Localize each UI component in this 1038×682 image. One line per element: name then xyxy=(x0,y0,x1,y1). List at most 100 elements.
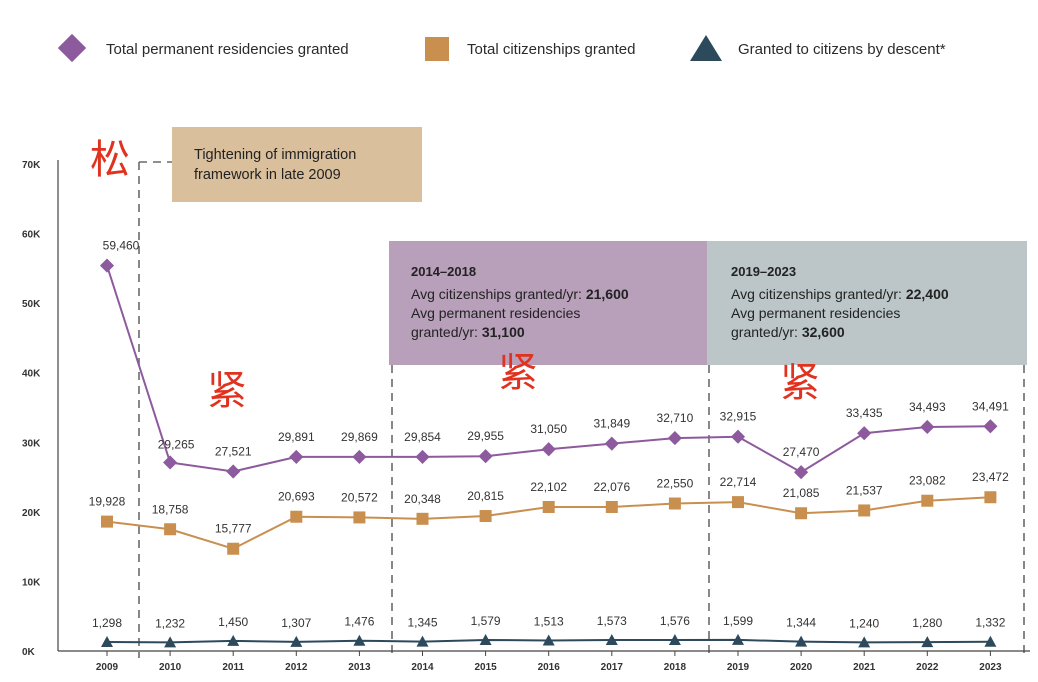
data-point-triangle xyxy=(101,635,113,647)
x-tick-label: 2019 xyxy=(727,662,750,673)
legend-item-permanent-residencies: Total permanent residencies granted xyxy=(57,33,349,63)
data-label: 1,232 xyxy=(155,616,185,630)
x-tick-label: 2010 xyxy=(159,662,182,673)
period-box-2014-2018-residencies-line2: granted/yr: 31,100 xyxy=(411,324,525,340)
y-tick-label: 70K xyxy=(22,160,41,171)
y-tick-label: 0K xyxy=(22,647,36,658)
x-tick-label: 2016 xyxy=(538,662,561,673)
period-box-2014-2018-heading: 2014–2018 xyxy=(411,264,476,279)
data-label: 1,345 xyxy=(407,616,437,630)
period-box-2019-2023-residencies-line1: Avg permanent residencies xyxy=(731,305,900,321)
y-axis-ticks: 0K 10K 20K 30K 40K 50K 60K 70K xyxy=(22,160,41,658)
data-label: 21,537 xyxy=(846,483,883,497)
x-tick-label: 2022 xyxy=(916,662,939,673)
data-point-square xyxy=(858,504,871,517)
data-point-diamond xyxy=(541,442,556,457)
data-label: 59,460 xyxy=(103,239,140,253)
data-point-triangle xyxy=(732,633,744,645)
overlay-marks: 松 紧 紧 紧 xyxy=(90,138,820,413)
y-tick-label: 60K xyxy=(22,230,41,241)
y-tick-label: 30K xyxy=(22,438,41,449)
data-label: 29,869 xyxy=(341,430,378,444)
data-label: 1,573 xyxy=(597,614,627,628)
x-tick-label: 2014 xyxy=(411,662,434,673)
data-point-square xyxy=(290,510,303,523)
data-point-square xyxy=(416,512,429,525)
data-label: 1,579 xyxy=(471,614,501,628)
period-box-2014-2018-background xyxy=(389,241,707,365)
overlay-mark-song: 松 xyxy=(90,138,130,182)
data-label: 19,928 xyxy=(89,495,126,509)
data-point-square xyxy=(984,491,997,504)
data-label: 1,476 xyxy=(344,615,374,629)
data-point-square xyxy=(353,511,366,524)
data-point-diamond xyxy=(226,464,241,479)
data-point-diamond xyxy=(667,431,682,446)
y-tick-label: 40K xyxy=(22,369,41,380)
data-point-square xyxy=(542,500,555,513)
data-point-triangle xyxy=(479,634,492,646)
legend-label-citizenships: Total citizenships granted xyxy=(467,41,635,58)
data-point-diamond xyxy=(415,449,430,464)
x-tick-label: 2021 xyxy=(853,662,876,673)
data-label: 1,450 xyxy=(218,615,248,629)
data-label: 22,714 xyxy=(720,475,757,489)
data-label: 20,572 xyxy=(341,490,378,504)
data-point-triangle xyxy=(416,635,429,647)
data-point-triangle xyxy=(353,634,366,646)
legend: Total permanent residencies granted Tota… xyxy=(57,33,946,63)
data-point-square xyxy=(164,523,177,536)
data-label: 21,085 xyxy=(783,486,820,500)
data-point-triangle xyxy=(921,636,934,648)
period-box-2014-2018-citizenships: Avg citizenships granted/yr: 21,600 xyxy=(411,286,629,302)
y-tick-label: 20K xyxy=(22,508,41,519)
data-label: 1,332 xyxy=(975,616,1005,630)
data-label: 34,493 xyxy=(909,400,946,414)
annotation-line2: framework in late 2009 xyxy=(194,167,341,183)
data-point-triangle xyxy=(164,636,177,648)
data-point-square xyxy=(101,515,113,528)
series-layer: 59,460 29,265 27,521 29,891 29,869 29,854 29,9… xyxy=(89,239,1009,648)
period-box-2019-2023-citizenships: Avg citizenships granted/yr: 22,400 xyxy=(731,286,949,302)
x-axis: 2009 2010 2011 2012 2013 2014 2015 2016 2017 2018… xyxy=(58,650,1030,673)
data-point-diamond xyxy=(289,449,304,464)
x-tick-label: 2023 xyxy=(979,662,1002,673)
overlay-mark-jin-3: 紧 xyxy=(780,361,820,405)
x-tick-label: 2013 xyxy=(348,662,371,673)
x-axis-ticks: 2009 2010 2011 2012 2013 2014 2015 2016 2017 2018… xyxy=(96,651,1002,673)
period-box-2019-2023-heading: 2019–2023 xyxy=(731,264,796,279)
y-tick-label: 50K xyxy=(22,299,41,310)
data-label: 1,576 xyxy=(660,614,690,628)
overlay-mark-jin-1: 紧 xyxy=(207,369,247,413)
overlay-mark-jin-2: 紧 xyxy=(498,351,538,395)
data-point-diamond xyxy=(352,449,367,464)
legend-triangle-marker xyxy=(690,35,722,61)
data-point-triangle xyxy=(227,634,240,646)
data-point-triangle xyxy=(984,635,997,647)
data-label: 1,599 xyxy=(723,614,753,628)
data-point-diamond xyxy=(983,419,998,434)
y-tick-label: 10K xyxy=(22,577,41,588)
data-label: 31,849 xyxy=(593,417,630,431)
data-label: 20,815 xyxy=(467,489,504,503)
annotation-box-background xyxy=(172,127,422,202)
legend-item-citizenships: Total citizenships granted xyxy=(425,37,635,61)
x-tick-label: 2011 xyxy=(222,662,244,673)
data-label: 1,298 xyxy=(92,616,122,630)
series-square: 19,928 18,758 15,777 20,693 20,572 20,348 20,8… xyxy=(89,470,1009,555)
data-label: 29,854 xyxy=(404,430,441,444)
data-point-triangle xyxy=(858,636,871,648)
data-point-square xyxy=(227,542,240,555)
data-label: 18,758 xyxy=(152,502,189,516)
data-label: 31,050 xyxy=(530,422,567,436)
series-diamond: 59,460 29,265 27,521 29,891 29,869 29,854 29,9… xyxy=(99,239,1009,480)
period-box-2019-2023: 2019–2023 Avg citizenships granted/yr: 2… xyxy=(707,241,1027,365)
y-axis: 0K 10K 20K 30K 40K 50K 60K 70K xyxy=(22,160,59,658)
data-point-triangle xyxy=(542,634,555,646)
data-point-triangle xyxy=(605,634,618,646)
data-label: 20,693 xyxy=(278,490,315,504)
period-box-2019-2023-background xyxy=(707,241,1027,365)
data-label: 1,513 xyxy=(534,614,564,628)
x-tick-label: 2009 xyxy=(96,662,119,673)
